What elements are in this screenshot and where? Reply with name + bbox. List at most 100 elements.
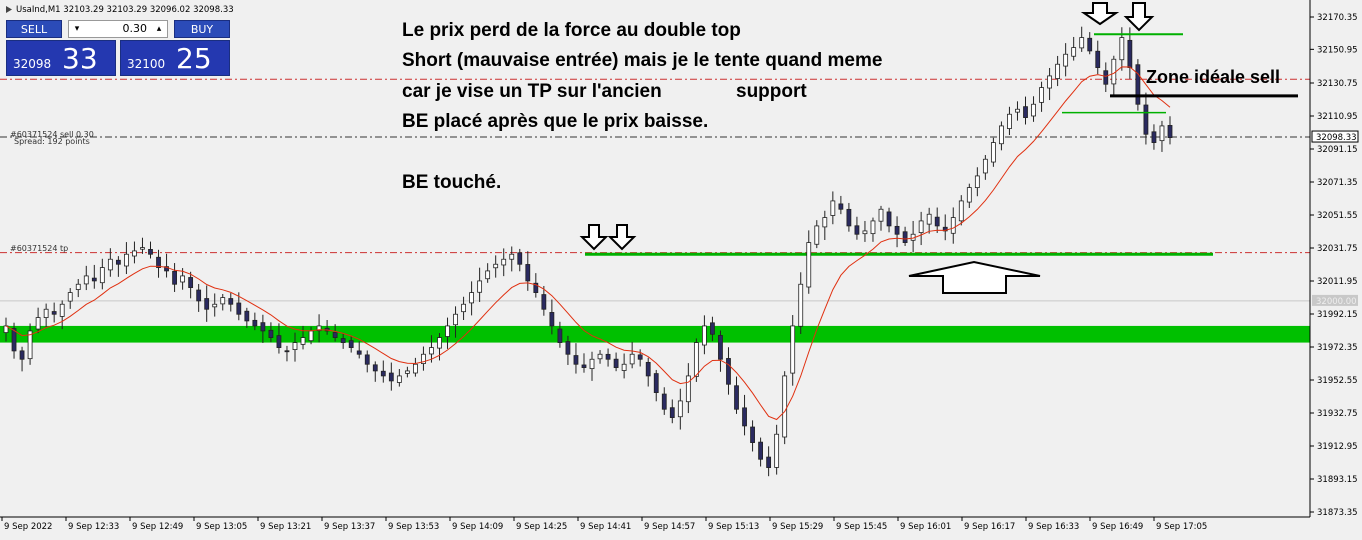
candle-body: [1151, 131, 1157, 143]
candle-body: [469, 292, 475, 304]
candle-body: [774, 433, 780, 468]
sell-price-button[interactable]: 32098 33: [6, 40, 116, 76]
candle-body: [83, 275, 89, 285]
candle-body: [918, 220, 924, 233]
candle-body: [1047, 75, 1052, 89]
candle-body: [107, 258, 113, 271]
candle-body: [67, 292, 73, 302]
candle-body: [140, 247, 145, 250]
y-tick-label: 32031.75: [1317, 244, 1358, 254]
candle-body: [870, 220, 876, 235]
time-axis[interactable]: 9 Sep 2022 9 Sep 12:33 9 Sep 12:49 9 Sep 13…: [0, 516, 1310, 532]
ref-price-tag: 32000.00: [1312, 294, 1358, 307]
candle-body: [156, 256, 161, 268]
candle-body: [124, 253, 129, 267]
candle-body: [822, 217, 828, 228]
lot-decrease-button[interactable]: ▾: [74, 24, 80, 34]
y-tick-label: 31992.15: [1317, 310, 1358, 320]
candle-body: [75, 283, 81, 290]
candle-body: [388, 372, 394, 382]
candle-body: [1159, 125, 1165, 142]
candle-body: [669, 407, 675, 418]
x-tick-label: 9 Sep 16:33: [1028, 522, 1079, 532]
candle-body: [340, 338, 346, 343]
candle-body: [1023, 106, 1028, 118]
y-tick-label: 31873.35: [1317, 508, 1358, 518]
candle-body: [605, 353, 611, 360]
candle-body: [445, 325, 450, 337]
x-tick-label: 9 Sep 16:17: [964, 522, 1015, 532]
moving-average-line: [5, 66, 1171, 421]
x-tick-label: 9 Sep 15:13: [708, 522, 759, 532]
lot-increase-button[interactable]: ▴: [156, 24, 162, 34]
sell-button[interactable]: SELL: [6, 20, 62, 38]
x-tick-label: 9 Sep 17:05: [1156, 522, 1207, 532]
x-tick-label: 9 Sep 13:21: [260, 522, 311, 532]
buy-price-button[interactable]: 32100 25: [120, 40, 230, 76]
arrow-up-icon: [908, 260, 1041, 294]
candle-body: [300, 337, 306, 345]
annotation-line-2: Short (mauvaise entrée) mais je le tente…: [402, 50, 883, 71]
candle-body: [621, 363, 627, 371]
candle-body: [204, 298, 210, 310]
y-tick-label: 32130.75: [1317, 79, 1358, 89]
candle-body: [573, 355, 579, 365]
candle-body: [51, 311, 57, 315]
lot-size-input[interactable]: ▾ 0.30 ▴: [68, 20, 168, 38]
candle-body: [43, 308, 49, 318]
candle-body: [942, 226, 948, 232]
candles: [3, 26, 1173, 477]
candle-body: [493, 263, 499, 269]
candle-body: [509, 253, 515, 260]
candle-body: [1135, 64, 1141, 105]
annotation-line-5: BE touché.: [402, 172, 502, 193]
candle-body: [790, 325, 796, 374]
svg-text:32000.00: 32000.00: [1316, 297, 1357, 307]
candle-body: [999, 125, 1004, 145]
candle-body: [501, 258, 507, 266]
buy-button[interactable]: BUY: [174, 20, 230, 38]
candle-body: [356, 350, 362, 355]
x-tick-label: 9 Sep 16:49: [1092, 522, 1143, 532]
candle-body: [364, 354, 370, 365]
candle-body: [693, 342, 699, 377]
candle-body: [292, 342, 298, 350]
candle-body: [1103, 70, 1109, 85]
candle-body: [1079, 37, 1085, 49]
candle-body: [1015, 108, 1020, 113]
candle-body: [517, 252, 523, 265]
x-tick-label: 9 Sep 16:01: [900, 522, 951, 532]
candle-body: [613, 358, 619, 368]
y-tick-label: 31972.35: [1317, 343, 1358, 353]
candle-body: [268, 329, 274, 338]
candle-body: [653, 373, 659, 393]
candle-body: [99, 267, 105, 284]
candle-body: [549, 312, 555, 327]
candle-body: [798, 283, 804, 327]
candle-body: [854, 225, 860, 235]
candle-body: [220, 297, 226, 305]
y-tick-label: 32170.35: [1317, 13, 1358, 23]
annotation-line-4: BE placé après que le prix baisse.: [402, 111, 709, 132]
arrow-down-icon: [579, 224, 609, 251]
x-tick-label: 9 Sep 14:57: [644, 522, 695, 532]
y-tick-label: 32150.95: [1317, 45, 1358, 55]
candle-body: [421, 353, 426, 364]
candle-body: [316, 325, 322, 332]
candle-body: [244, 310, 250, 322]
candle-body: [677, 400, 683, 418]
candle-body: [453, 313, 458, 326]
candle-body: [581, 364, 587, 368]
lot-value[interactable]: 0.30: [122, 22, 148, 35]
candle-body: [934, 216, 940, 227]
candle-body: [782, 375, 788, 438]
candle-body: [59, 303, 65, 317]
candle-body: [332, 331, 338, 338]
y-tick-label: 32091.15: [1317, 145, 1358, 155]
symbol-marker-icon: [6, 6, 12, 13]
x-tick-label: 9 Sep 15:45: [836, 522, 887, 532]
candle-body: [958, 200, 964, 222]
price-axis[interactable]: 32170.35 32150.95 32130.75 32110.95 32091.15…: [1309, 0, 1358, 518]
